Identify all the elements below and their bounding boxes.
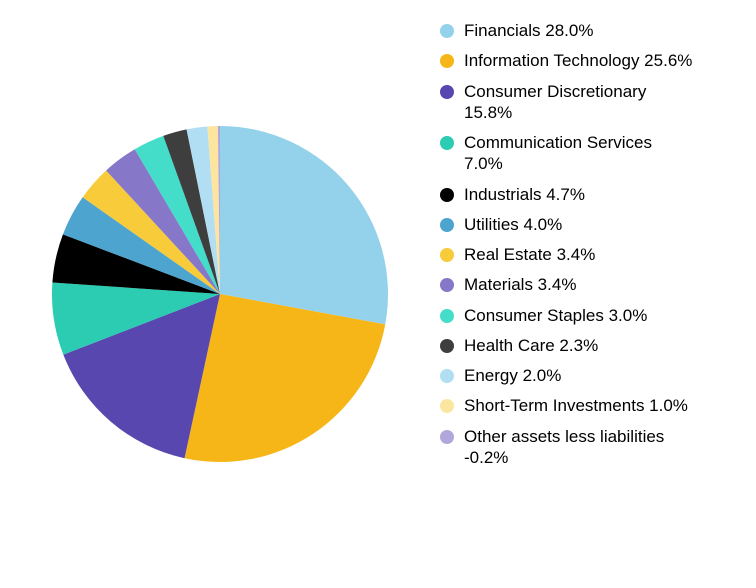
- legend-item: Industrials 4.7%: [440, 184, 740, 205]
- legend-item: Health Care 2.3%: [440, 335, 740, 356]
- legend-item: Consumer Discretionary 15.8%: [440, 81, 740, 124]
- legend-swatch: [440, 136, 454, 150]
- legend-label: Consumer Discretionary 15.8%: [464, 81, 694, 124]
- legend-label: Communication Services 7.0%: [464, 132, 694, 175]
- chart-legend: Financials 28.0% Information Technology 2…: [440, 0, 740, 477]
- legend-label: Financials 28.0%: [464, 20, 593, 41]
- legend-swatch: [440, 309, 454, 323]
- legend-item: Other assets less liabilities -0.2%: [440, 426, 740, 469]
- legend-label: Other assets less liabilities -0.2%: [464, 426, 694, 469]
- legend-item: Real Estate 3.4%: [440, 244, 740, 265]
- legend-label: Short-Term Investments 1.0%: [464, 395, 688, 416]
- legend-swatch: [440, 24, 454, 38]
- legend-swatch: [440, 248, 454, 262]
- legend-swatch: [440, 399, 454, 413]
- pie-chart-area: [0, 0, 440, 588]
- pie-slice: [185, 294, 386, 462]
- legend-label: Health Care 2.3%: [464, 335, 598, 356]
- legend-swatch: [440, 278, 454, 292]
- legend-label: Materials 3.4%: [464, 274, 576, 295]
- legend-item: Utilities 4.0%: [440, 214, 740, 235]
- legend-item: Short-Term Investments 1.0%: [440, 395, 740, 416]
- legend-label: Information Technology 25.6%: [464, 50, 692, 71]
- legend-item: Consumer Staples 3.0%: [440, 305, 740, 326]
- legend-label: Consumer Staples 3.0%: [464, 305, 647, 326]
- legend-item: Financials 28.0%: [440, 20, 740, 41]
- legend-swatch: [440, 369, 454, 383]
- pie-chart: [52, 126, 388, 462]
- legend-item: Materials 3.4%: [440, 274, 740, 295]
- legend-swatch: [440, 188, 454, 202]
- legend-swatch: [440, 339, 454, 353]
- legend-item: Communication Services 7.0%: [440, 132, 740, 175]
- legend-label: Energy 2.0%: [464, 365, 561, 386]
- legend-swatch: [440, 85, 454, 99]
- legend-label: Real Estate 3.4%: [464, 244, 595, 265]
- legend-swatch: [440, 218, 454, 232]
- pie-slice: [220, 126, 388, 324]
- legend-item: Energy 2.0%: [440, 365, 740, 386]
- legend-swatch: [440, 54, 454, 68]
- legend-swatch: [440, 430, 454, 444]
- chart-container: Financials 28.0% Information Technology 2…: [0, 0, 756, 588]
- legend-label: Industrials 4.7%: [464, 184, 585, 205]
- legend-label: Utilities 4.0%: [464, 214, 562, 235]
- legend-item: Information Technology 25.6%: [440, 50, 740, 71]
